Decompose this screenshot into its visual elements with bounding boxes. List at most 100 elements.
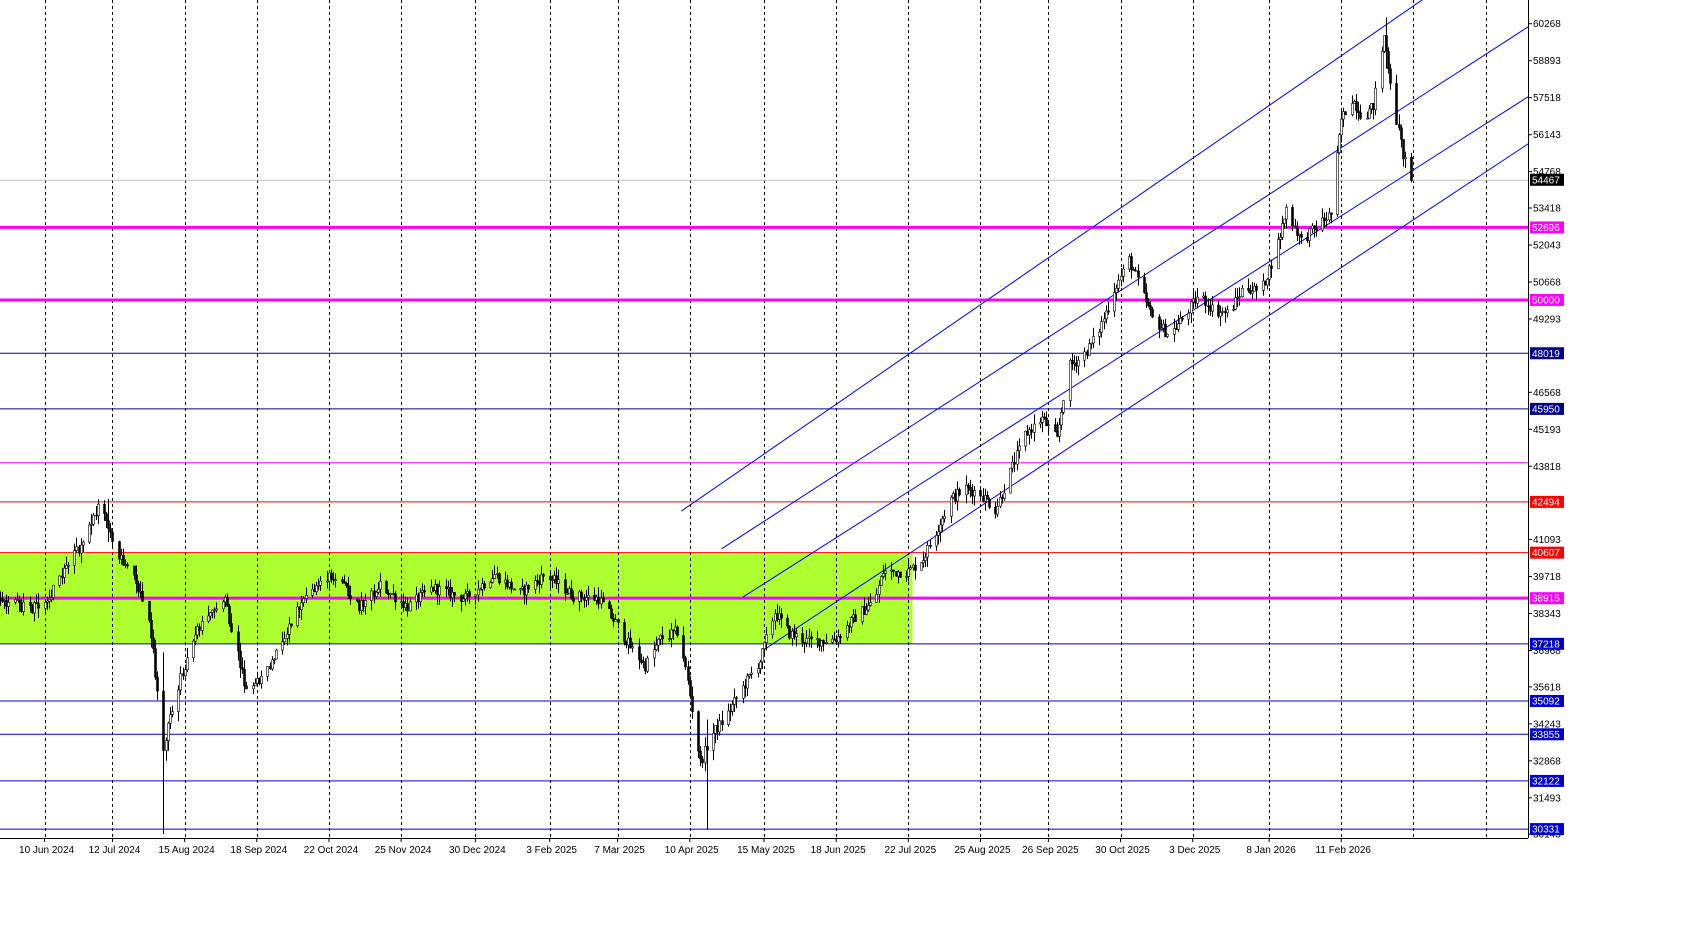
candle-body <box>1336 152 1339 215</box>
candle-body <box>638 646 641 661</box>
candle-body <box>1128 256 1131 270</box>
candle-body <box>786 617 789 627</box>
candle-body <box>587 594 590 598</box>
candle-body <box>801 633 804 643</box>
candle-body <box>1219 312 1222 317</box>
level-price-label-bg <box>1530 402 1564 415</box>
candle-body <box>341 579 344 583</box>
candle-body <box>1279 236 1282 240</box>
candle-body <box>746 675 749 689</box>
candle-body <box>1177 323 1180 330</box>
candle-body <box>1217 304 1220 317</box>
candle-body <box>209 612 212 617</box>
candle-body <box>1232 309 1235 311</box>
level-price-label-bg <box>1530 347 1564 360</box>
candle-body <box>1071 360 1074 365</box>
candle-body <box>52 584 55 598</box>
grid-layer <box>45 0 1487 838</box>
x-tick-label: 26 Sep 2025 <box>1022 845 1079 856</box>
candle-body <box>867 605 870 611</box>
candle-body <box>1342 111 1345 120</box>
candle-body <box>58 575 61 586</box>
candle-body <box>956 489 959 502</box>
candle-body <box>370 590 373 601</box>
candle-body <box>513 588 516 591</box>
candle-body <box>1158 316 1161 330</box>
candle-body <box>1092 336 1095 344</box>
candle-body <box>892 569 895 572</box>
candle-body <box>498 573 501 584</box>
candle-body <box>909 567 912 570</box>
candle-body <box>721 720 724 725</box>
candle-body <box>1249 290 1252 294</box>
candle-body <box>1160 327 1163 330</box>
current-price-label-bg <box>1530 173 1564 186</box>
candle-body <box>846 625 849 639</box>
candle-body <box>564 579 567 594</box>
channel-line <box>742 96 1529 598</box>
candle-body <box>922 560 925 564</box>
candle-body <box>375 592 378 597</box>
candle-body <box>194 634 197 642</box>
candle-body <box>839 636 842 639</box>
candle-body <box>1058 424 1061 437</box>
candle-body <box>1353 101 1356 104</box>
candle-body <box>1033 423 1036 433</box>
candle-body <box>757 668 760 674</box>
candle-body <box>1105 310 1108 320</box>
level-price-label-bg <box>1530 695 1564 708</box>
candle-body <box>334 579 337 581</box>
candle-body <box>349 595 352 600</box>
candle-body <box>406 603 409 612</box>
candle-body <box>75 546 78 551</box>
candle-body <box>1086 351 1089 356</box>
candle-body <box>750 672 753 675</box>
candle-body <box>111 531 114 542</box>
candle-body <box>109 528 112 533</box>
candle-body <box>288 623 291 635</box>
candle-body <box>759 661 762 669</box>
channel-line <box>721 26 1529 550</box>
y-tick-label: 52043 <box>1533 240 1561 251</box>
candle-body <box>460 595 463 602</box>
level-price-label: 40607 <box>1532 548 1560 559</box>
candle-body <box>103 503 106 514</box>
level-price-label: 48019 <box>1532 349 1560 360</box>
candle-body <box>1340 118 1343 136</box>
candle-body <box>1103 318 1106 322</box>
candle-body <box>1351 103 1354 115</box>
candle-body <box>3 600 6 602</box>
candle-body <box>727 710 730 725</box>
x-tick-label: 22 Oct 2024 <box>304 845 359 856</box>
candle-body <box>969 487 972 491</box>
candle-body <box>491 578 494 583</box>
candle-body <box>1241 288 1244 297</box>
candle-body <box>1398 124 1401 129</box>
candle-body <box>156 676 159 692</box>
candle-body <box>243 669 246 687</box>
candle-body <box>169 714 172 724</box>
candle-body <box>73 550 76 566</box>
candle-body <box>1202 295 1205 298</box>
candle-body <box>1013 461 1016 465</box>
candle-body <box>950 496 953 517</box>
candle-body <box>1300 234 1303 238</box>
candle-body <box>44 602 47 609</box>
candle-body <box>617 619 620 623</box>
candle-body <box>162 690 165 751</box>
level-price-label: 52696 <box>1532 223 1560 234</box>
candles-layer <box>0 17 1413 834</box>
candle-body <box>1400 127 1403 140</box>
candle-body <box>701 758 704 764</box>
candle-body <box>224 597 227 603</box>
candle-body <box>1370 103 1373 110</box>
candle-body <box>213 609 216 612</box>
candle-body <box>63 567 66 578</box>
candle-body <box>290 623 293 627</box>
y-tick-label: 46568 <box>1533 388 1561 399</box>
candle-body <box>1366 117 1369 120</box>
candle-body <box>1372 103 1375 111</box>
candle-body <box>880 576 883 586</box>
candle-body <box>462 598 465 602</box>
